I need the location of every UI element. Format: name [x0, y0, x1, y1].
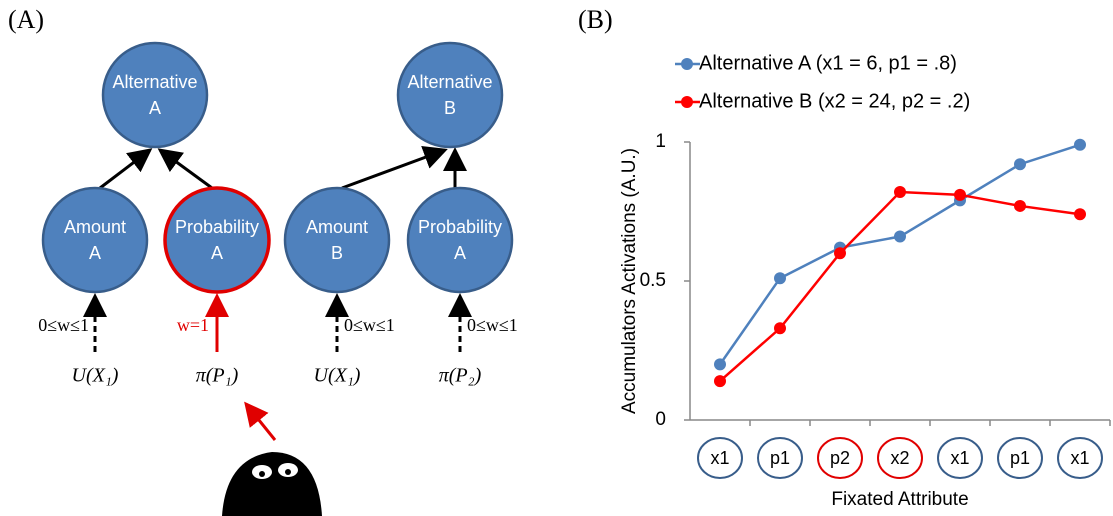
node-label: Amount — [64, 217, 126, 237]
y-tick-label: 0.5 — [640, 270, 666, 291]
panel-label: (B) — [578, 5, 613, 34]
node-label: B — [444, 98, 456, 118]
node — [43, 188, 147, 292]
x-tick-label: x1 — [1070, 448, 1089, 468]
node — [165, 188, 269, 292]
legend-label: Alternative B (x2 = 24, p2 = .2) — [699, 90, 970, 112]
point — [894, 186, 906, 198]
point — [1074, 208, 1086, 220]
y-axis-label: Accumulators Activations (A.U.) — [619, 148, 640, 414]
node-label: A — [89, 243, 101, 263]
weight-label: 0≤w≤1 — [38, 315, 89, 335]
input-label: U(X₁) — [72, 365, 119, 387]
x-tick-label: x1 — [950, 448, 969, 468]
point — [1014, 158, 1026, 170]
point — [774, 322, 786, 334]
legend-swatch — [681, 58, 693, 70]
weight-label: w=1 — [177, 315, 209, 335]
edge — [160, 150, 212, 188]
series-line — [720, 145, 1080, 365]
node-label: A — [454, 243, 466, 263]
x-axis-label: Fixated Attribute — [831, 489, 968, 510]
panel-label: (A) — [8, 5, 44, 34]
legend-swatch — [681, 96, 693, 108]
point — [834, 247, 846, 259]
legend-label: Alternative A (x1 = 6, p1 = .8) — [699, 52, 957, 74]
point — [1014, 200, 1026, 212]
node-label: Amount — [306, 217, 368, 237]
node — [398, 43, 502, 147]
figure: (A) (B) AlternativeAAlternativeBAmountAP… — [0, 0, 1113, 516]
gaze-arrow — [246, 404, 275, 440]
node-label: A — [149, 98, 161, 118]
node-label: B — [331, 243, 343, 263]
edge — [342, 150, 445, 188]
x-tick-label: p1 — [770, 448, 790, 468]
face-icon — [222, 452, 322, 516]
point — [894, 231, 906, 243]
x-tick-label: p2 — [830, 448, 850, 468]
point — [714, 358, 726, 370]
x-tick-label: x1 — [710, 448, 729, 468]
y-tick-label: 1 — [655, 131, 666, 152]
node — [408, 188, 512, 292]
point — [774, 272, 786, 284]
input-label: U(X₁) — [314, 365, 361, 387]
node-label: Alternative — [407, 72, 492, 92]
node-label: Probability — [175, 217, 259, 237]
weight-label: 0≤w≤1 — [344, 315, 395, 335]
node-label: Alternative — [112, 72, 197, 92]
node-label: A — [211, 243, 223, 263]
x-tick-label: x2 — [890, 448, 909, 468]
node-label: Probability — [418, 217, 502, 237]
input-label: π(P₁) — [196, 365, 239, 387]
point — [954, 189, 966, 201]
y-tick-label: 0 — [655, 409, 666, 430]
input-label: π(P₂) — [439, 365, 482, 387]
edge — [100, 150, 150, 188]
point — [714, 375, 726, 387]
node — [285, 188, 389, 292]
point — [1074, 139, 1086, 151]
weight-label: 0≤w≤1 — [467, 315, 518, 335]
x-tick-label: p1 — [1010, 448, 1030, 468]
node — [103, 43, 207, 147]
